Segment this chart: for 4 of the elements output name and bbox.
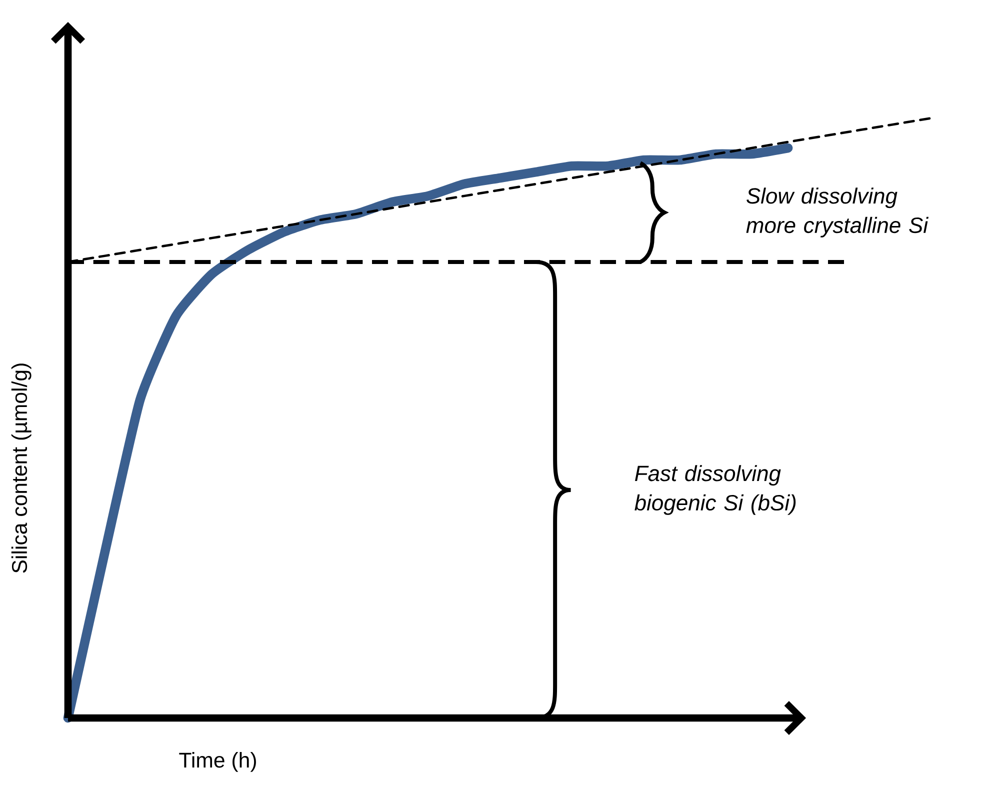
x-axis-title: Time (h): [179, 752, 256, 772]
annotation: Fast dissolving biogenic Si (bSi): [634, 465, 796, 515]
annotation: Slow dissolving more crystalline Si: [746, 188, 929, 238]
y-axis-title: Silica content (µmol/g): [11, 364, 32, 573]
